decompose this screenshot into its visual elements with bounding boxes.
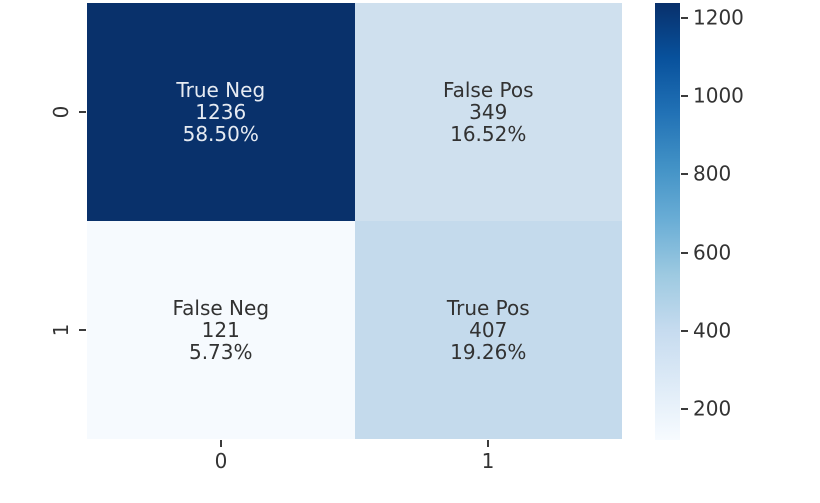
cell-annotation: False Pos 349 16.52% [443, 79, 534, 145]
heatmap-grid: True Neg 1236 58.50% False Pos 349 16.52… [87, 3, 622, 439]
colorbar-tick-label: 400 [693, 318, 732, 343]
colorbar-tick [681, 330, 688, 332]
cell-annotation: False Neg 121 5.73% [172, 297, 269, 363]
x-axis-tick [487, 440, 489, 447]
cell-percent: 19.26% [450, 340, 527, 364]
colorbar-tick-label: 600 [693, 240, 732, 265]
cell-count: 121 [201, 318, 240, 342]
colorbar-tick [681, 95, 688, 97]
cell-label: False Pos [442, 78, 534, 102]
colorbar-tick [681, 173, 688, 175]
cell-false-neg: False Neg 121 5.73% [87, 221, 355, 439]
colorbar-tick [681, 252, 688, 254]
cell-true-pos: True Pos 407 19.26% [354, 221, 622, 439]
y-axis-tick-label: 1 [49, 323, 73, 337]
cell-count: 1236 [195, 100, 247, 124]
cell-percent: 16.52% [450, 122, 527, 146]
cell-annotation: True Neg 1236 58.50% [176, 79, 265, 145]
colorbar-tick-label: 1200 [693, 5, 744, 30]
x-axis-tick-label: 1 [481, 449, 495, 473]
x-axis-tick [220, 440, 222, 447]
cell-annotation: True Pos 407 19.26% [447, 297, 530, 363]
y-axis-tick [79, 111, 86, 113]
cell-count: 407 [469, 318, 508, 342]
colorbar-tick [681, 17, 688, 19]
cell-percent: 58.50% [182, 122, 259, 146]
colorbar-tick-label: 1000 [693, 83, 744, 108]
colorbar-tick-label: 800 [693, 161, 732, 186]
y-axis-tick-label: 0 [49, 105, 73, 119]
colorbar-tick [681, 408, 688, 410]
x-axis-tick-label: 0 [214, 449, 228, 473]
cell-label: False Neg [172, 296, 270, 320]
cell-label: True Pos [446, 296, 530, 320]
colorbar-tick-label: 200 [693, 396, 732, 421]
cell-label: True Neg [176, 78, 266, 102]
cell-true-neg: True Neg 1236 58.50% [87, 3, 355, 221]
y-axis-tick [79, 329, 86, 331]
cell-false-pos: False Pos 349 16.52% [354, 3, 622, 221]
cell-percent: 5.73% [188, 340, 253, 364]
cell-count: 349 [469, 100, 508, 124]
colorbar-gradient [655, 3, 680, 440]
